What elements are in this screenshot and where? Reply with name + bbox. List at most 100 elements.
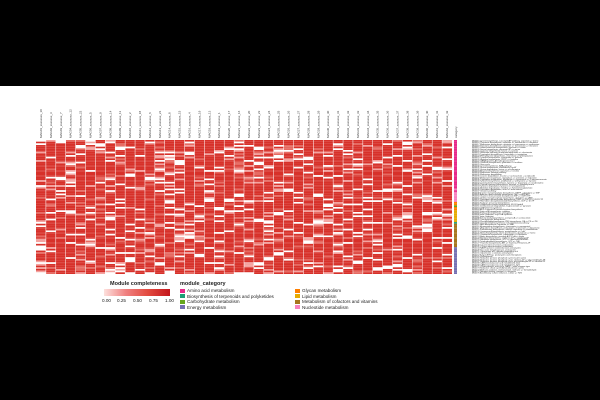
heatmap-cell — [105, 168, 116, 171]
heatmap-cell — [125, 171, 136, 174]
heatmap-cell — [95, 270, 106, 273]
heatmap-cell — [164, 185, 175, 187]
heatmap-cell — [65, 208, 76, 211]
heatmap-cell — [392, 170, 403, 172]
heatmap-cell — [263, 220, 274, 223]
heatmap-cell — [402, 168, 413, 171]
heatmap-cell — [422, 270, 433, 273]
heatmap-cell — [125, 218, 136, 221]
heatmap-cell — [402, 198, 413, 201]
heatmap-cell — [362, 176, 373, 179]
heatmap-cell — [303, 151, 314, 154]
heatmap-cell — [422, 262, 433, 264]
heatmap-cell — [36, 178, 46, 181]
heatmap-cell — [333, 156, 344, 159]
gradient-tick: 0.00 — [102, 298, 111, 303]
category-strip-cell — [454, 230, 457, 233]
heatmap-cell — [105, 213, 116, 216]
heatmap-cell — [224, 193, 235, 196]
heatmap-cell — [253, 268, 264, 271]
heatmap-cell — [154, 203, 165, 206]
heatmap-cell — [115, 265, 126, 268]
heatmap-cell — [382, 180, 393, 182]
category-strip-cell — [454, 255, 457, 258]
heatmap-cell — [442, 253, 452, 256]
heatmap-cell — [214, 218, 225, 221]
heatmap-cell — [422, 145, 433, 147]
heatmap-cell — [244, 186, 254, 189]
heatmap-cell — [323, 207, 334, 209]
heatmap-cell — [372, 171, 383, 174]
row-label: M00051 Uridine monophosphate biosynthesi… — [472, 196, 533, 199]
heatmap-cell — [154, 146, 165, 149]
heatmap-cell — [333, 143, 344, 146]
heatmap-cell — [194, 195, 205, 197]
heatmap-cell — [244, 207, 254, 209]
heatmap-cell — [75, 151, 86, 154]
heatmap-cell — [303, 158, 314, 161]
heatmap-cell — [45, 198, 56, 201]
heatmap-cell — [135, 247, 145, 249]
heatmap-cell — [293, 140, 304, 142]
heatmap-cell — [75, 237, 86, 239]
heatmap-cell — [164, 222, 175, 224]
heatmap-cell — [214, 265, 225, 268]
heatmap-cell — [432, 210, 443, 213]
heatmap-cell — [422, 180, 433, 182]
heatmap-cell — [204, 140, 215, 142]
heatmap-cell — [313, 201, 324, 204]
row-label: M00031 Lysine biosynthesis, mediated by … — [472, 166, 516, 169]
heatmap-cell — [442, 227, 452, 229]
heatmap-cell — [253, 181, 264, 184]
heatmap-cell — [432, 255, 443, 258]
heatmap-cell — [244, 255, 254, 258]
heatmap-cell — [75, 171, 86, 174]
heatmap-cell — [253, 228, 264, 231]
heatmap-cell — [45, 183, 56, 186]
category-legend-item: Nucleotide metabolism — [295, 305, 348, 310]
column-label: MAG35_xxxxxxx_35 — [376, 110, 380, 138]
heatmap-cell — [234, 165, 244, 167]
heatmap-cell — [412, 178, 423, 181]
heatmap-cell — [362, 263, 373, 266]
row-label: M00155 Cytochrome c oxidase, prokaryotes — [472, 252, 513, 255]
heatmap-cell — [442, 146, 452, 149]
heatmap-cell — [214, 188, 225, 191]
heatmap-cell — [382, 250, 393, 253]
heatmap-cell — [154, 255, 165, 258]
heatmap-cell — [144, 193, 155, 196]
heatmap-cell — [402, 173, 413, 176]
heatmap-cell — [422, 146, 433, 149]
heatmap-cell — [244, 267, 254, 269]
heatmap-cell — [382, 218, 393, 221]
heatmap-cell — [144, 198, 155, 201]
heatmap-cell — [174, 252, 185, 254]
heatmap-cell — [253, 238, 264, 241]
heatmap-cell — [154, 178, 165, 181]
heatmap-cell — [323, 227, 334, 229]
heatmap-cell — [263, 243, 274, 246]
heatmap-cell — [125, 190, 136, 192]
heatmap-cell — [293, 176, 304, 179]
heatmap-cell — [333, 230, 344, 233]
heatmap-cell — [402, 175, 413, 177]
heatmap-cell — [263, 161, 274, 164]
heatmap-cell — [135, 228, 145, 231]
heatmap-cell — [164, 163, 175, 166]
heatmap-cell — [422, 195, 433, 197]
heatmap-cell — [392, 158, 403, 161]
heatmap-cell — [85, 230, 96, 233]
heatmap-cell — [352, 238, 363, 241]
heatmap-cell — [442, 143, 452, 146]
heatmap-cell — [244, 220, 254, 223]
heatmap-cell — [164, 140, 175, 142]
heatmap-cell — [432, 176, 443, 179]
row-label: M00034 Methionine salvage pathway — [472, 171, 507, 174]
heatmap-cell — [85, 242, 96, 244]
column-label: MAG23_xxxxxxx_23 — [257, 110, 261, 138]
heatmap-cell — [224, 207, 235, 209]
heatmap-cell — [263, 140, 274, 142]
heatmap-cell — [55, 160, 66, 162]
heatmap-cell — [36, 181, 46, 184]
heatmap-cell — [45, 262, 56, 264]
